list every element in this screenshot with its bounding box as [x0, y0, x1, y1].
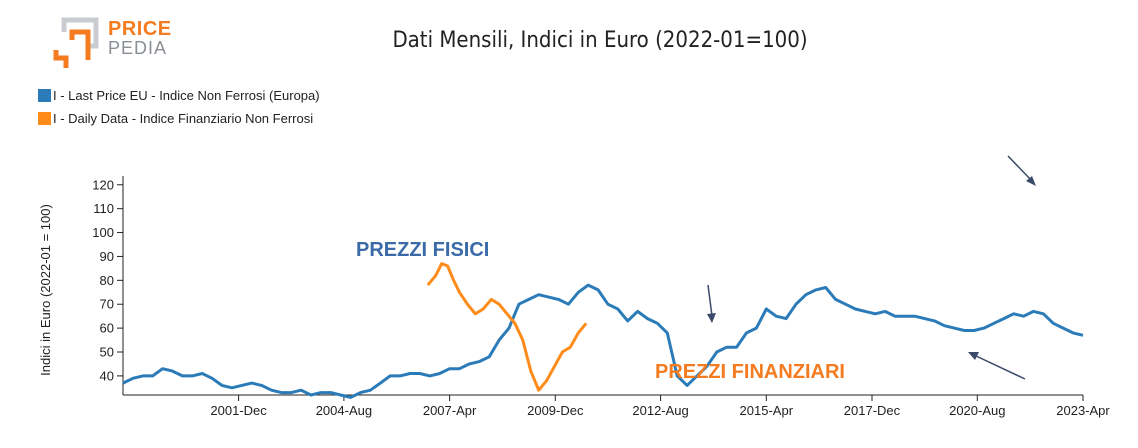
series-line-2 [426, 262, 588, 392]
y-tick-label: 90 [100, 249, 114, 264]
legend-swatch-series-1 [38, 89, 51, 102]
x-tick-label: 2020-Aug [949, 403, 1005, 418]
x-tick-label: 2004-Aug [316, 403, 372, 418]
x-tick-label: 2007-Apr [423, 403, 477, 418]
logo-text-pedia: PEDIA [108, 38, 168, 58]
y-tick-label: 110 [93, 201, 114, 216]
y-tick-label: 50 [100, 345, 114, 360]
y-tick-label: 60 [100, 321, 114, 336]
x-tick-label: 2015-Apr [740, 403, 794, 418]
x-tick-label: 2001-Dec [210, 403, 267, 418]
legend-item-series-1[interactable]: I - Last Price EU - Indice Non Ferrosi (… [38, 88, 320, 103]
legend-label-series-2: I - Daily Data - Indice Finanziario Non … [53, 111, 314, 126]
x-tick-label: 2017-Dec [844, 403, 901, 418]
logo-text-price: PRICE [108, 18, 172, 40]
chart-title: Dati Mensili, Indici in Euro (2022-01=10… [392, 28, 808, 53]
y-tick-label: 120 [92, 177, 114, 192]
x-tick-label: 2012-Aug [632, 403, 688, 418]
annotation-prezzi-finanziari: PREZZI FINANZIARI [655, 361, 845, 383]
series-layer [122, 262, 1084, 399]
legend-item-series-2[interactable]: I - Daily Data - Indice Finanziario Non … [38, 111, 313, 126]
legend-label-series-1: I - Last Price EU - Indice Non Ferrosi (… [53, 88, 320, 103]
arrow-annotation-2 [707, 284, 716, 323]
legend-swatch-series-2 [38, 112, 51, 125]
y-axis-label: Indici in Euro (2022-01 = 100) [38, 204, 53, 376]
pricepedia-logo [52, 12, 182, 72]
arrow-annotation-1 [1007, 155, 1036, 186]
y-axis: 40 50 60 70 80 90 100 110 120 [92, 176, 124, 395]
y-tick-label: 100 [92, 225, 114, 240]
y-tick-label: 70 [100, 297, 114, 312]
y-tick-label: 80 [100, 273, 114, 288]
y-tick-label: 40 [100, 368, 114, 383]
x-tick-label: 2023-Apr [1056, 403, 1110, 418]
x-tick-label: 2009-Dec [527, 403, 584, 418]
series-line-1 [122, 283, 1084, 399]
logo-mark-icon [53, 17, 99, 68]
annotation-prezzi-fisici: PREZZI FISICI [356, 239, 489, 261]
arrow-annotation-3 [968, 352, 1026, 380]
x-axis: 2001-Dec 2004-Aug 2007-Apr 2009-Dec 2012-Aug… [123, 394, 1110, 418]
